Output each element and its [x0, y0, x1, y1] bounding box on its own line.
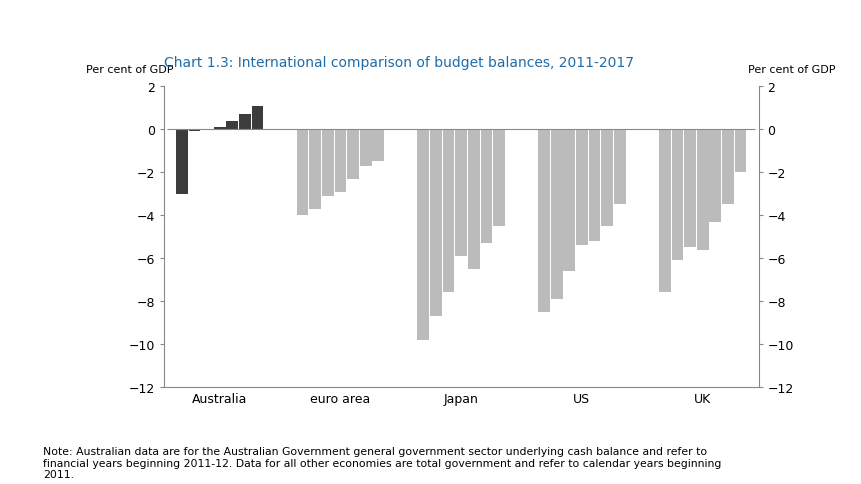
Bar	[468, 130, 479, 269]
Bar	[575, 130, 587, 246]
Bar	[309, 130, 320, 209]
Bar	[537, 130, 549, 312]
Bar	[334, 130, 346, 192]
Bar	[734, 130, 746, 173]
Bar	[296, 130, 308, 216]
Bar	[696, 130, 708, 250]
Text: Chart 1.3: International comparison of budget balances, 2011-2017: Chart 1.3: International comparison of b…	[164, 56, 633, 70]
Bar	[238, 115, 251, 130]
Bar	[226, 121, 238, 130]
Bar	[321, 130, 333, 197]
Bar	[176, 130, 188, 194]
Bar	[359, 130, 371, 166]
Bar	[709, 130, 721, 222]
Bar	[588, 130, 600, 242]
Bar	[480, 130, 492, 243]
Bar	[671, 130, 683, 261]
Bar	[601, 130, 612, 227]
Bar	[455, 130, 467, 257]
Text: Per cent of GDP: Per cent of GDP	[747, 65, 835, 75]
Bar	[722, 130, 733, 205]
Bar	[201, 130, 213, 131]
Bar	[492, 130, 505, 227]
Bar	[189, 130, 200, 132]
Bar	[684, 130, 695, 248]
Text: Note: Australian data are for the Australian Government general government secto: Note: Australian data are for the Austra…	[43, 446, 721, 479]
Bar	[658, 130, 670, 293]
Bar	[347, 130, 358, 179]
Text: Per cent of GDP: Per cent of GDP	[86, 65, 174, 75]
Bar	[417, 130, 429, 340]
Bar	[372, 130, 384, 162]
Bar	[550, 130, 562, 299]
Bar	[251, 106, 263, 130]
Bar	[214, 128, 226, 130]
Bar	[430, 130, 442, 317]
Bar	[443, 130, 454, 293]
Bar	[613, 130, 625, 205]
Bar	[563, 130, 574, 272]
